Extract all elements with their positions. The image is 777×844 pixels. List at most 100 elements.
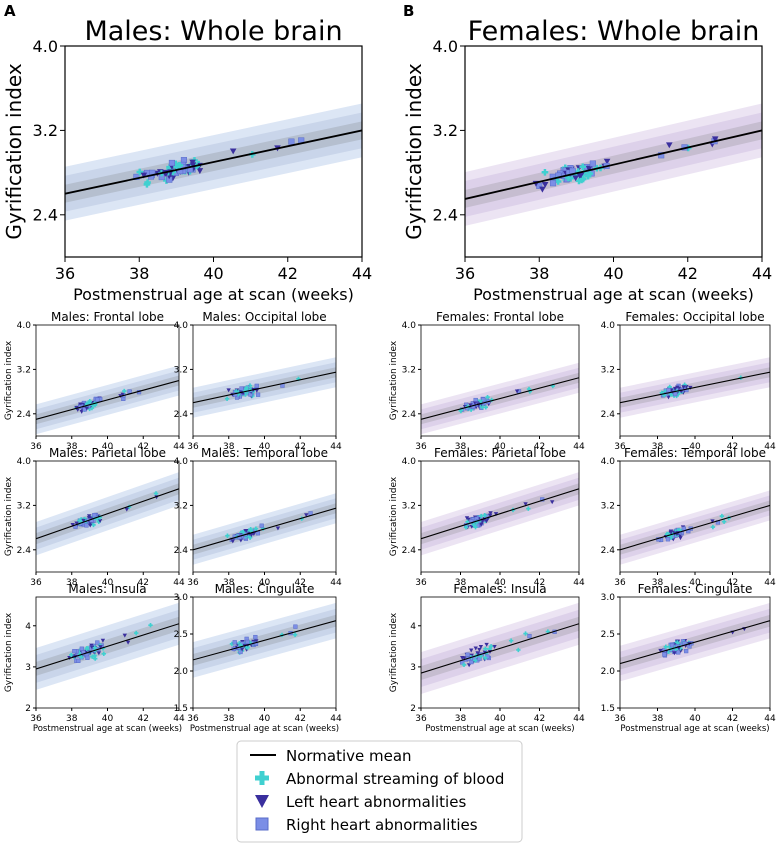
scatter-point-left-heart bbox=[482, 650, 488, 655]
x-axis-label: Postmenstrual age at scan (weeks) bbox=[73, 285, 354, 304]
scatter-point-abnormal-streaming bbox=[678, 646, 683, 651]
scatter-point-abnormal-streaming bbox=[666, 649, 671, 655]
y-tick-label: 3.2 bbox=[433, 121, 458, 140]
scatter-point-right-heart bbox=[232, 640, 237, 645]
scatter-point-left-heart bbox=[75, 407, 80, 412]
scatter-point-left-heart bbox=[98, 645, 103, 650]
scatter-point-right-heart bbox=[471, 404, 476, 409]
scatter-point-abnormal-streaming bbox=[675, 640, 680, 645]
plot-area bbox=[620, 490, 770, 565]
scatter-point-abnormal-streaming bbox=[663, 389, 668, 394]
plot-area bbox=[65, 103, 362, 221]
scatter-point-abnormal-streaming bbox=[238, 643, 243, 648]
scatter-point-abnormal-streaming bbox=[478, 653, 483, 659]
scatter-point-abnormal-streaming bbox=[672, 529, 678, 534]
scatter-point-right-heart bbox=[589, 160, 596, 167]
scatter-point-left-heart bbox=[484, 519, 489, 524]
scatter-point-left-heart bbox=[492, 644, 497, 649]
scatter-point-abnormal-streaming bbox=[247, 533, 253, 539]
y-tick-label: 3.2 bbox=[174, 502, 188, 512]
normative-mean-line bbox=[620, 371, 770, 404]
y-tick-label: 3.2 bbox=[601, 366, 615, 376]
y-tick-label: 3.2 bbox=[33, 121, 58, 140]
scatter-point-right-heart bbox=[255, 531, 261, 536]
y-tick-label: 3.0 bbox=[174, 593, 189, 603]
scatter-point-right-heart bbox=[121, 396, 126, 401]
scatter-point-abnormal-streaming bbox=[245, 645, 250, 650]
x-tick-label: 36 bbox=[415, 578, 427, 588]
y-tick-label: 4 bbox=[25, 622, 31, 632]
y-tick-label: 3 bbox=[25, 663, 31, 673]
x-tick-label: 44 bbox=[573, 442, 585, 452]
scatter-point-abnormal-streaming bbox=[468, 407, 474, 412]
plot-area bbox=[36, 365, 179, 435]
scatter-point-right-heart bbox=[133, 173, 140, 180]
scatter-point-right-heart bbox=[84, 523, 89, 528]
legend-triangle-down-icon bbox=[255, 795, 269, 808]
x-tick-label: 44 bbox=[173, 578, 185, 588]
scatter-point-left-heart bbox=[238, 538, 244, 543]
x-tick-label: 36 bbox=[614, 442, 626, 452]
chart-m-temporal: 36 38 40 42 44 2.4 3.2 4.0 Males: Temporal lobe bbox=[174, 446, 342, 588]
y-tick-label: 2.4 bbox=[17, 410, 32, 420]
scatter-point-abnormal-streaming bbox=[482, 513, 487, 518]
x-tick-label: 44 bbox=[573, 578, 585, 588]
plot-area bbox=[421, 602, 579, 694]
x-tick-label: 42 bbox=[534, 714, 545, 724]
scatter-point-abnormal-streaming bbox=[94, 516, 100, 521]
scatter-point-abnormal-streaming bbox=[90, 654, 95, 659]
plot-area bbox=[193, 357, 336, 418]
scatter-point-right-heart bbox=[168, 159, 175, 167]
normative-mean-line bbox=[421, 623, 579, 674]
normative-mean-line bbox=[465, 129, 762, 200]
scatter-point-left-heart bbox=[70, 522, 75, 527]
y-tick-label: 4.0 bbox=[17, 457, 32, 467]
scatter-point-abnormal-streaming bbox=[667, 384, 672, 390]
scatter-point-abnormal-streaming bbox=[148, 622, 153, 628]
scatter-point-abnormal-streaming bbox=[87, 406, 92, 412]
legend-mean-label: Normative mean bbox=[286, 747, 412, 765]
scatter-point-left-heart bbox=[140, 172, 148, 179]
scatter-point-abnormal-streaming bbox=[584, 172, 592, 180]
scatter-point-abnormal-streaming bbox=[87, 399, 92, 404]
y-tick-label: 2.4 bbox=[402, 546, 417, 556]
x-tick-label: 40 bbox=[494, 442, 506, 452]
chart-title: Males: Occipital lobe bbox=[202, 310, 326, 324]
x-tick-label: 44 bbox=[173, 442, 185, 452]
x-tick-label: 44 bbox=[764, 442, 776, 452]
x-tick-label: 38 bbox=[455, 578, 467, 588]
scatter-point-abnormal-streaming bbox=[526, 506, 531, 511]
y-tick-label: 3.2 bbox=[601, 502, 615, 512]
scatter-point-abnormal-streaming bbox=[247, 640, 253, 645]
scatter-point-left-heart bbox=[304, 513, 309, 518]
normative-mean-line bbox=[36, 488, 179, 540]
scatter-point-left-heart bbox=[549, 500, 555, 505]
y-tick-label: 2.4 bbox=[17, 546, 32, 556]
scatter-point-abnormal-streaming bbox=[122, 388, 127, 394]
x-tick-label: 38 bbox=[652, 714, 664, 724]
y-tick-label: 3.2 bbox=[174, 366, 188, 376]
scatter-point-abnormal-streaming bbox=[292, 632, 298, 637]
scatter-point-abnormal-streaming bbox=[243, 392, 248, 397]
x-tick-label: 36 bbox=[415, 714, 427, 724]
y-tick-label: 4.0 bbox=[433, 37, 458, 56]
scatter-point-left-heart bbox=[275, 526, 281, 531]
scatter-point-abnormal-streaming bbox=[523, 631, 528, 636]
x-tick-label: 36 bbox=[614, 578, 626, 588]
chart-title: Females: Frontal lobe bbox=[436, 310, 564, 324]
plot-area bbox=[36, 472, 179, 556]
scatter-point-abnormal-streaming bbox=[96, 519, 102, 524]
scatter-point-abnormal-streaming bbox=[176, 162, 184, 169]
scatter-point-right-heart bbox=[92, 513, 97, 518]
scatter-point-abnormal-streaming bbox=[84, 646, 89, 652]
legend-square-icon bbox=[255, 817, 269, 831]
panel-label-a: A bbox=[4, 2, 16, 20]
scatter-point-abnormal-streaming bbox=[169, 168, 177, 176]
scatter-point-left-heart bbox=[84, 406, 89, 411]
scatter-point-abnormal-streaming bbox=[166, 163, 173, 171]
scatter-point-abnormal-streaming bbox=[249, 387, 254, 392]
scatter-point-abnormal-streaming bbox=[565, 174, 572, 181]
x-tick-label: 40 bbox=[494, 578, 506, 588]
scatter-point-abnormal-streaming bbox=[489, 397, 494, 403]
y-tick-label: 2.4 bbox=[33, 206, 58, 225]
